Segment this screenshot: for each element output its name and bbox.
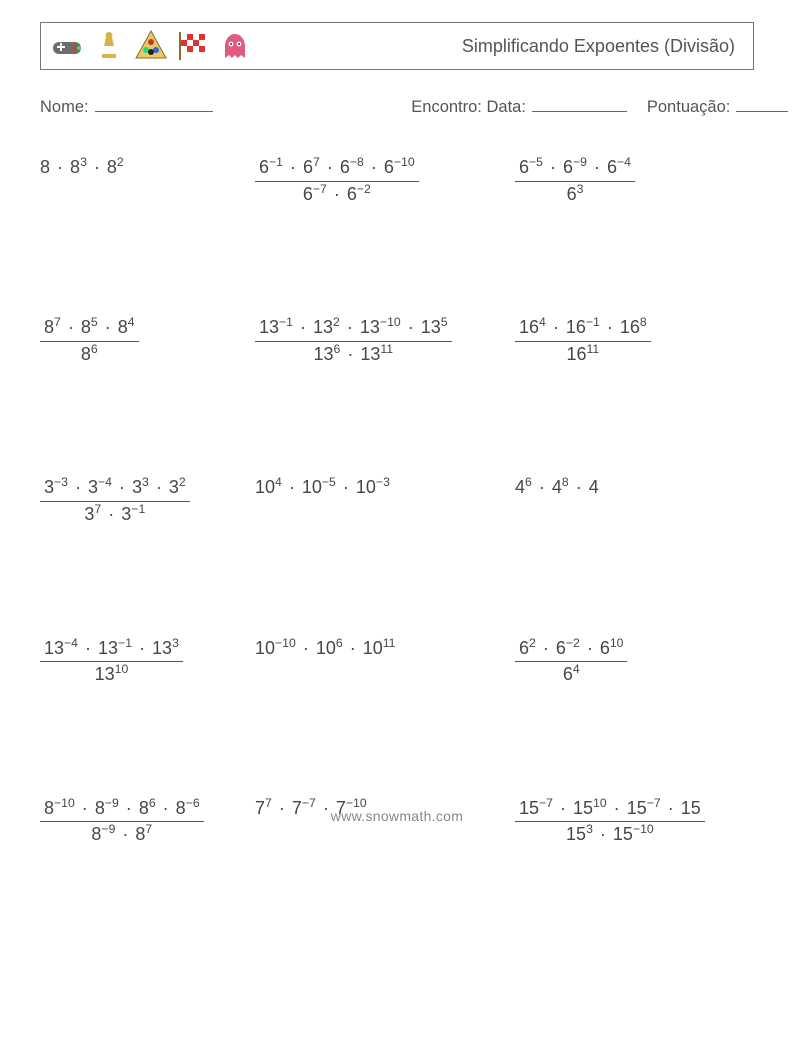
chess-icon (91, 28, 127, 64)
problem: 6−5 · 6−9 · 6−463 (515, 157, 754, 205)
info-fields: Nome: Encontro: Data: Pontuação: (40, 96, 754, 117)
name-line (95, 96, 213, 112)
problem: 104 · 10−5 · 10−3 (255, 477, 515, 525)
problem: 46 · 48 · 4 (515, 477, 754, 525)
problem: 10−10 · 106 · 1011 (255, 638, 515, 686)
problem: 62 · 6−2 · 61064 (515, 638, 754, 686)
footer-text: www.snowmath.com (0, 808, 794, 824)
problem: 6−1 · 67 · 6−8 · 6−106−7 · 6−2 (255, 157, 515, 205)
problem: 8 · 83 · 82 (40, 157, 255, 205)
name-label: Nome: (40, 98, 89, 117)
ghost-icon (217, 28, 253, 64)
header-icons (49, 28, 253, 64)
date-line (532, 96, 627, 112)
problem: 3−3 · 3−4 · 33 · 3237 · 3−1 (40, 477, 255, 525)
problem: 13−4 · 13−1 · 1331310 (40, 638, 255, 686)
problems-grid: 8 · 83 · 826−1 · 67 · 6−8 · 6−106−7 · 6−… (40, 157, 754, 846)
billiards-icon (133, 28, 169, 64)
gamepad-icon (49, 28, 85, 64)
problem: 87 · 85 · 8486 (40, 317, 255, 365)
worksheet-header: Simplificando Expoentes (Divisão) (40, 22, 754, 70)
score-label: Pontuação: (647, 98, 730, 117)
worksheet-title: Simplificando Expoentes (Divisão) (462, 36, 735, 57)
date-label: Encontro: Data: (411, 98, 526, 117)
flag-icon (175, 28, 211, 64)
problem: 13−1 · 132 · 13−10 · 135136 · 1311 (255, 317, 515, 365)
score-line (736, 96, 788, 112)
problem: 164 · 16−1 · 1681611 (515, 317, 754, 365)
